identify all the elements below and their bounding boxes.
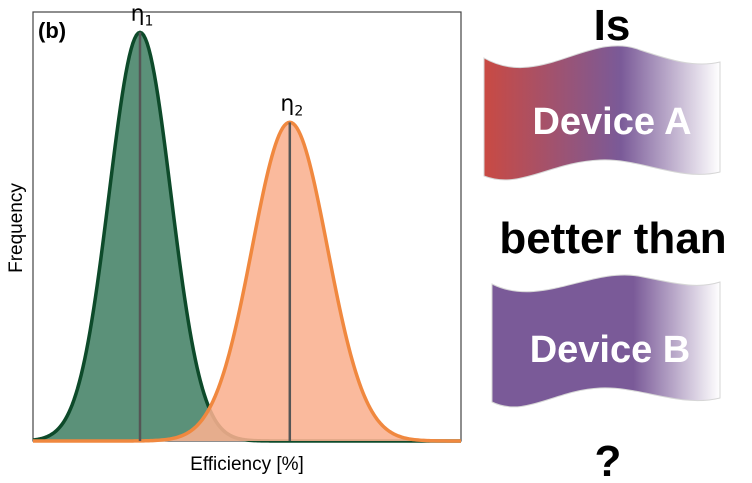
device-a-label: Device A <box>532 101 691 143</box>
efficiency-distribution-chart: η1 η2 (b) Efficiency [%] Frequency <box>6 1 462 475</box>
distribution-curve-2 <box>33 120 461 443</box>
device-b-label: Device B <box>530 329 691 371</box>
question-phrase-better-than: better than <box>499 214 726 263</box>
question-word-is: Is <box>594 1 631 50</box>
question-mark: ? <box>595 437 622 483</box>
question-panel: Is Device A better than Device B ? <box>483 1 727 483</box>
device-b-banner <box>491 274 721 408</box>
panel-label: (b) <box>38 18 66 43</box>
peak-label-eta-2: η2 <box>280 91 303 119</box>
x-axis-label: Efficiency [%] <box>190 454 304 475</box>
peak-label-eta-1: η1 <box>131 1 154 29</box>
device-a-banner <box>483 45 721 181</box>
y-axis-label: Frequency <box>6 183 27 273</box>
